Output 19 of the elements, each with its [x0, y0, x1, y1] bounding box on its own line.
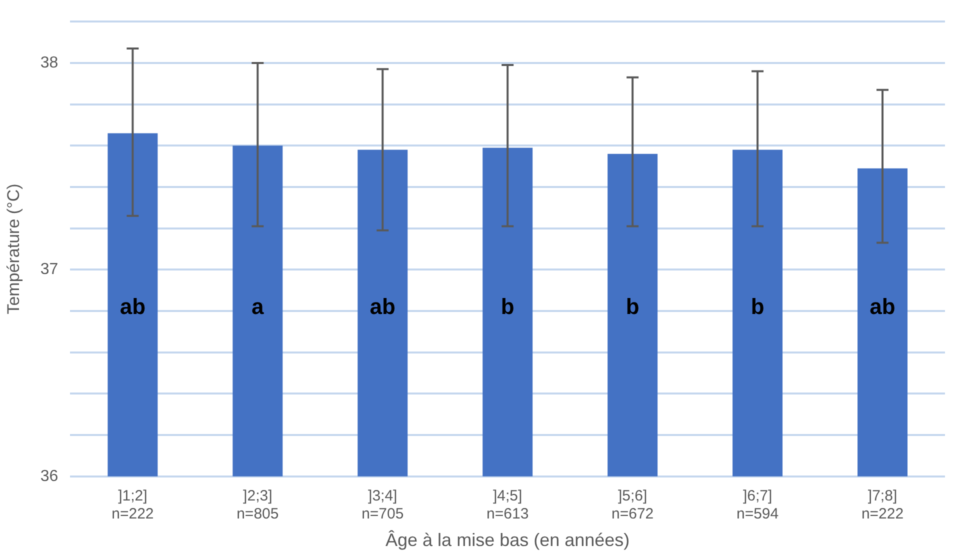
x-tick-label: ]3;4] n=705: [362, 488, 404, 523]
annotation: ab: [870, 294, 896, 320]
y-axis-title: Température (°C): [4, 184, 23, 314]
annotation: b: [626, 294, 640, 320]
x-tick-label: ]1;2] n=222: [112, 488, 154, 523]
annotation: ab: [120, 294, 146, 320]
y-tick-label: 38: [40, 54, 58, 72]
x-tick-label: ]6;7] n=594: [736, 488, 779, 523]
annotation: b: [500, 294, 514, 320]
x-tick-label: ]2;3] n=805: [236, 488, 279, 523]
y-tick-label: 36: [40, 468, 58, 485]
annotation: ab: [370, 294, 396, 320]
annotation: b: [750, 294, 764, 320]
annotation: a: [252, 294, 265, 320]
x-tick-label: ]4;5] n=613: [486, 488, 529, 523]
x-tick-label: ]7;8] n=222: [861, 488, 904, 523]
x-axis-title: Âge à la mise bas (en années): [386, 530, 630, 550]
x-tick-label: ]5;6] n=672: [612, 488, 654, 523]
y-tick-label: 37: [40, 261, 58, 278]
